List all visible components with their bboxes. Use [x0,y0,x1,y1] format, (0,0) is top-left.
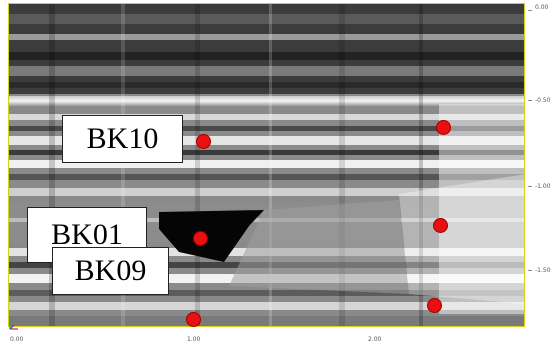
label-bk09: BK09 [52,247,169,295]
y-tick-label: -0.50 [535,97,551,104]
marker-right-2[interactable] [433,218,448,233]
x-tick-label: 1.00 [187,336,201,343]
marker-bk01[interactable] [193,231,208,246]
marker-bk09[interactable] [186,312,201,327]
x-tick-label: 2.00 [368,336,382,343]
y-tick-label: -1.50 [535,267,551,274]
y-tick [528,270,532,271]
marker-right-1[interactable] [436,120,451,135]
y-tick [528,10,532,11]
y-tick-label: -1.00 [535,183,551,190]
axis-origin-icon [9,321,18,330]
label-bk10: BK10 [62,115,183,163]
y-tick [528,186,532,187]
x-tick-label: 0.00 [10,336,24,343]
y-tick-label: 0.00 [535,4,549,11]
marker-bk10[interactable] [196,134,211,149]
y-tick [528,100,532,101]
marker-right-3[interactable] [427,298,442,313]
